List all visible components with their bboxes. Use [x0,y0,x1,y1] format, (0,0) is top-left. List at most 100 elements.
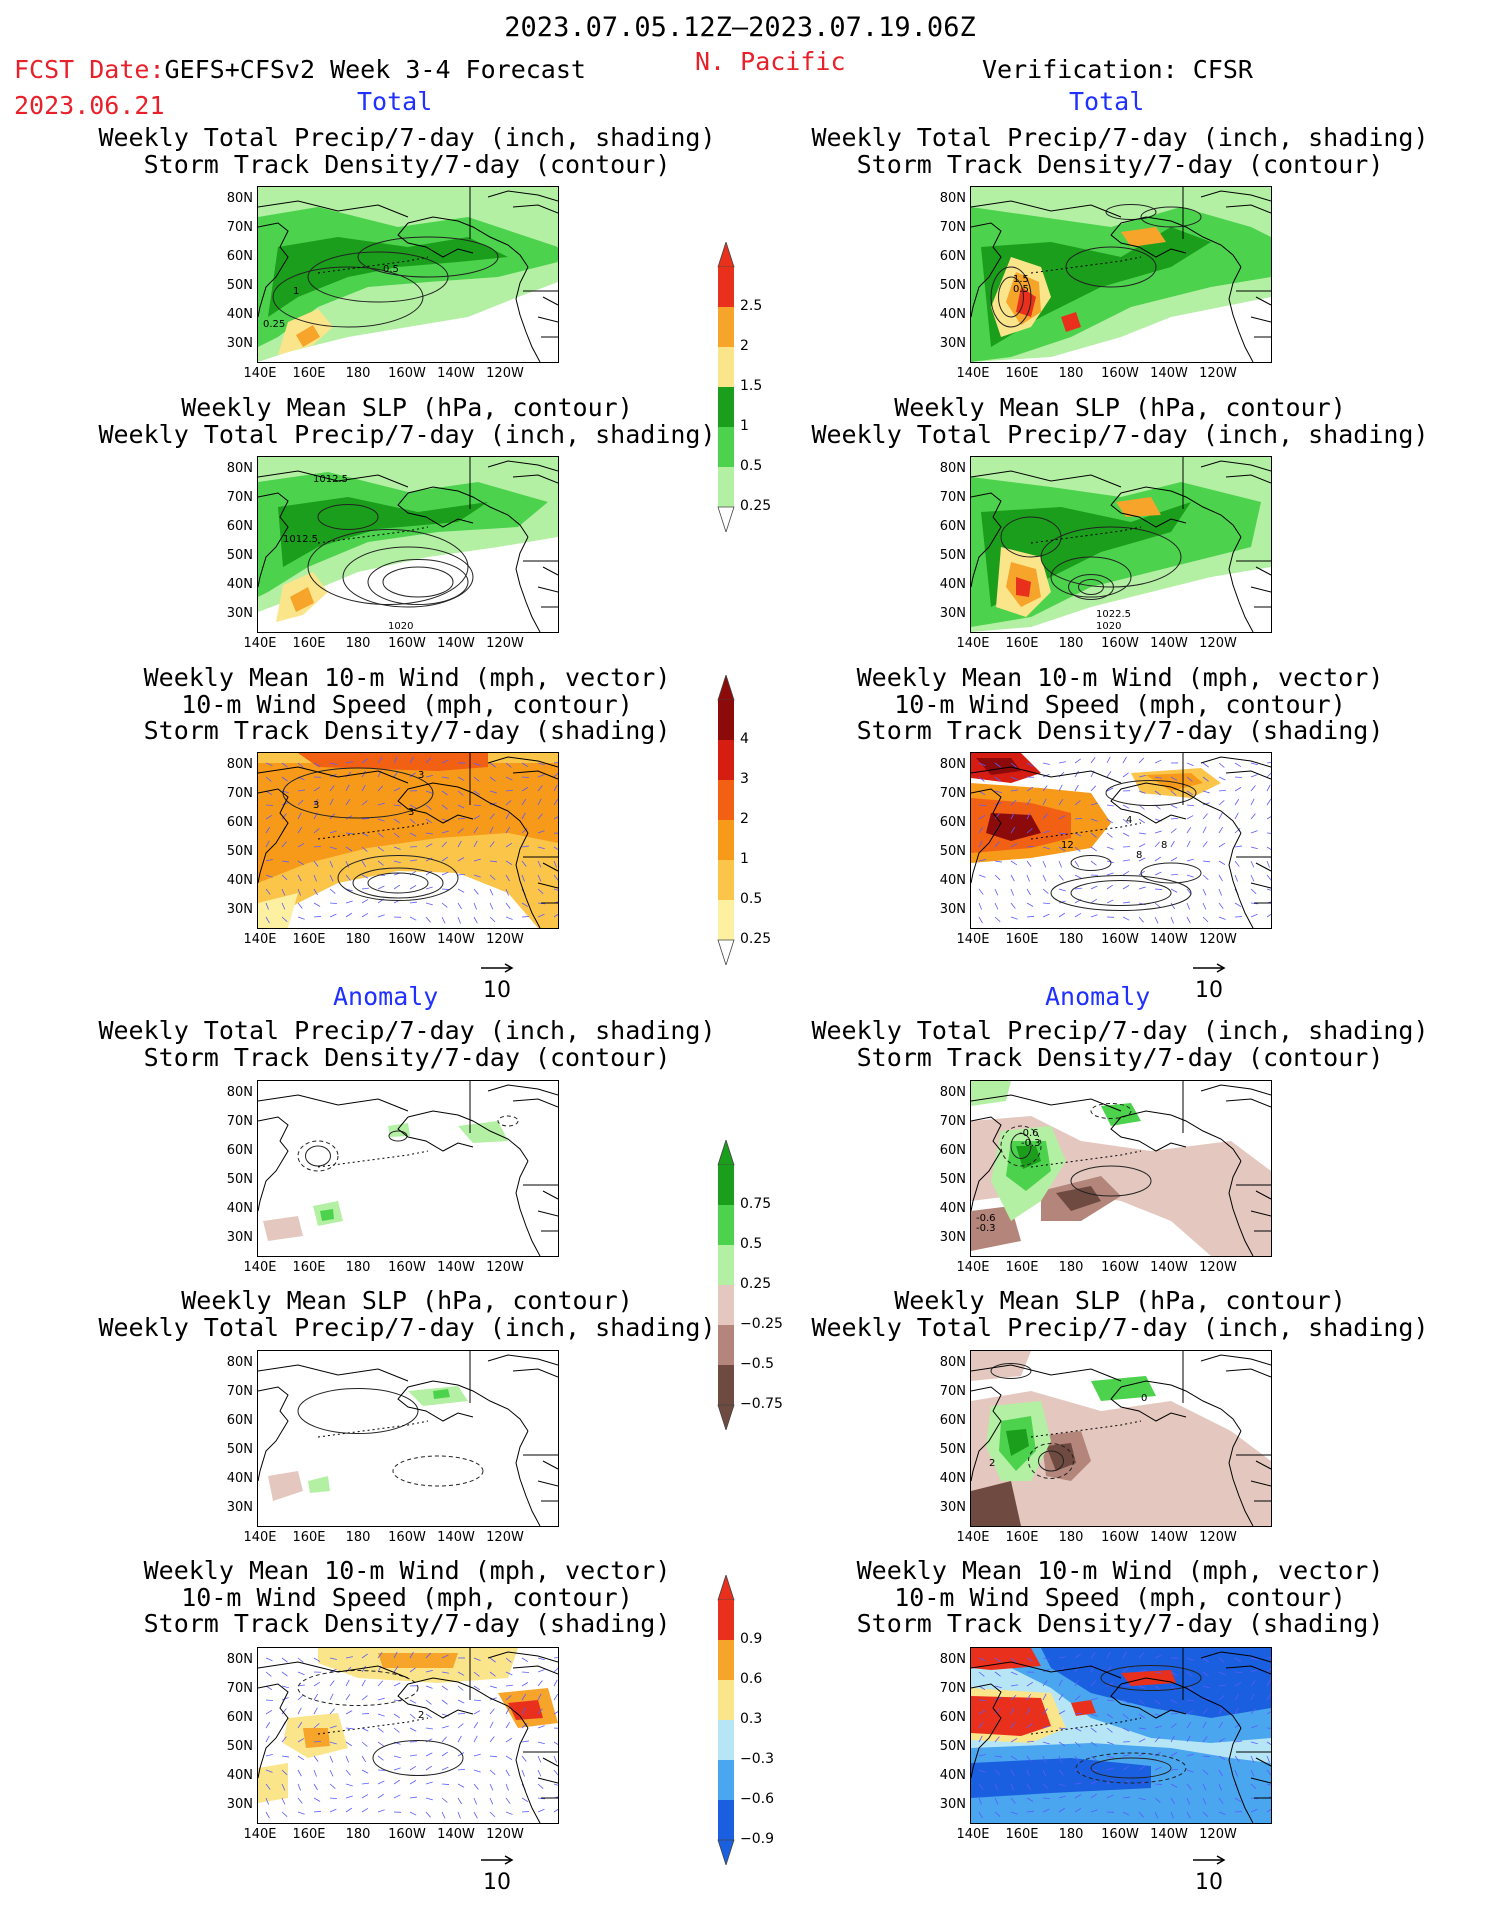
wind-vector [1026,1769,1030,1777]
wind-vector [441,1751,449,1757]
wind-vector [1106,771,1112,778]
wind-vector [1202,1736,1208,1743]
wind-vector [1090,885,1098,890]
wind-vector [1106,1741,1114,1745]
contour-line-4 [1070,855,1112,871]
wind-vector [265,1797,269,1805]
wind-vector [1266,816,1271,820]
wind-vector [994,1736,1000,1743]
wind-vector [1170,828,1177,834]
wind-vector [553,798,558,806]
coast-arctic-asia [258,766,409,784]
wind-vector [1042,1657,1050,1660]
wind-vector [1010,843,1018,848]
wind-vector [1010,1721,1016,1729]
wind-vector [1154,1725,1162,1729]
wind-vector [994,790,1002,794]
wind-vector [1026,874,1030,882]
wind-vector [1074,758,1081,764]
wind-vector [1026,762,1034,767]
contour-line-2 [1050,556,1132,598]
wind-vector [473,1685,481,1691]
contour-label: 1012.5 [313,474,348,485]
wind-vector [409,832,417,837]
wind-vector [1266,888,1271,891]
wind-vector [345,1807,353,1813]
contour-label: 0.25 [263,319,285,330]
wind-vector [537,1680,543,1687]
wind-vector [537,830,545,834]
wind-vector [441,916,446,924]
shade-region-6 [1006,1429,1029,1456]
panel-title-line: Weekly Total Precip/7-day (inch, shading… [98,123,716,152]
wind-vector [1074,912,1082,918]
colorbar-segment [718,780,734,820]
lat-tick-label: 40N [226,873,253,888]
wind-vector [1234,762,1242,768]
wind-vector [297,812,302,820]
lon-tick-label: 160E [1005,366,1039,381]
wind-vector [265,815,273,820]
wind-vector [425,1727,433,1730]
wind-vector [521,812,526,820]
wind-vector [281,1797,286,1805]
contour-labels: 0.5 1 0.25 [263,264,399,330]
colorbar-label: 0.75 [740,1196,772,1212]
wind-vector [1058,1783,1066,1787]
wind-vector [377,1780,385,1785]
lon-tick-label: 120W [486,636,524,651]
wind-vector [425,916,431,923]
panel-title-line: 10-m Wind Speed (mph, contour) [181,1582,633,1612]
wind-vector [425,902,433,906]
wind-vector [521,1682,529,1687]
wind-vector [1234,1769,1238,1777]
lon-tick-label: 140E [956,1530,990,1545]
wind-vector [345,1741,353,1747]
wind-vector [361,1794,369,1799]
coast-alaska [1120,1380,1242,1432]
section-anomaly-left: Anomaly [333,982,439,1011]
wind-vector [978,874,986,878]
lon-tick-label: 160W [388,1260,426,1275]
wind-vector [393,884,401,890]
lat-tick-label: 40N [226,577,253,592]
wind-vector [457,873,466,876]
coast-asia [971,1116,1002,1212]
colorbar-segment [718,1720,734,1760]
contour-line-4 [317,504,379,530]
wind-vector [537,874,542,882]
wind-vector [441,1811,446,1819]
wind-vector [329,1657,337,1660]
aleutian-chain [317,1717,429,1735]
lon-tick-label: 160E [292,1827,326,1842]
colorbar-label: −0.75 [740,1396,783,1412]
wind-vector [1122,818,1129,824]
coast-arctic-asia [258,1094,409,1112]
fcst-model: GEFS+CFSv2 Week 3-4 Forecast [164,55,586,84]
wind-vector [409,1699,417,1704]
contour-line-1 [367,559,469,605]
wind-vector [441,1699,448,1705]
lat-tick-label: 40N [939,307,966,322]
wind-vector [1186,1710,1194,1715]
wind-vector [377,1713,385,1717]
section-anomaly-right: Anomaly [1045,982,1151,1011]
contour-line-1 [990,266,1032,328]
wind-vector [1250,785,1256,792]
coast-arctic-islands [487,1354,558,1378]
wind-vector [1202,1755,1210,1758]
wind-vector [1122,1754,1130,1757]
wind-vector [473,826,479,834]
wind-vector [297,789,305,792]
lat-tick-label: 50N [939,278,966,293]
wind-vector [473,874,481,878]
wind-vector [489,826,494,834]
wind-vector [553,1727,558,1729]
map-panel-5: 4 12 8 8 [970,752,1272,929]
wind-vector [537,798,542,806]
colorbar-label: 3 [740,771,749,787]
panel-title-line: Weekly Total Precip/7-day (inch, shading… [811,123,1429,152]
wind-vector [1218,1657,1225,1663]
wind-vector [425,832,433,835]
wind-vector [1090,1652,1096,1659]
